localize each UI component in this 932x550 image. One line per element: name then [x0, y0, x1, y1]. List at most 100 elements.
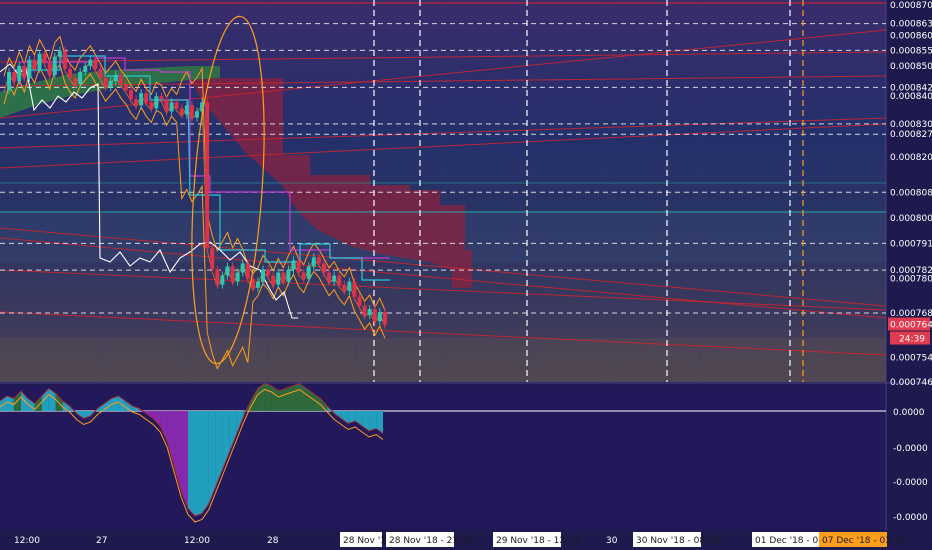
candle[interactable]	[88, 59, 93, 66]
candle[interactable]	[17, 65, 22, 82]
candle[interactable]	[215, 269, 220, 285]
candle[interactable]	[352, 281, 357, 297]
macd-bar	[76, 411, 84, 419]
candle[interactable]	[362, 306, 367, 316]
candle[interactable]	[62, 50, 67, 69]
candle[interactable]	[118, 74, 123, 85]
candle[interactable]	[347, 281, 352, 291]
candle[interactable]	[357, 296, 362, 306]
bollinger-lower	[3, 63, 386, 370]
candle[interactable]	[52, 56, 57, 75]
candle[interactable]	[235, 272, 240, 282]
candle[interactable]	[332, 275, 337, 282]
candle[interactable]	[296, 260, 301, 273]
candle[interactable]	[68, 68, 73, 78]
candle[interactable]	[377, 312, 382, 322]
candle[interactable]	[57, 50, 62, 57]
candle[interactable]	[144, 93, 149, 103]
candle[interactable]	[93, 59, 98, 69]
candle[interactable]	[174, 102, 179, 109]
candle[interactable]	[128, 90, 133, 100]
candle[interactable]	[255, 281, 260, 288]
candle[interactable]	[149, 102, 154, 109]
candle[interactable]	[98, 68, 103, 78]
macd-tick-label: -0.0000	[893, 478, 928, 488]
current-price-label: 0.0007649	[890, 321, 932, 331]
candle[interactable]	[205, 102, 210, 249]
candle[interactable]	[261, 269, 266, 282]
candle[interactable]	[103, 78, 108, 88]
candle[interactable]	[189, 105, 194, 118]
candle[interactable]	[286, 269, 291, 282]
price-tick-label: 0.0008309	[890, 120, 932, 130]
candle[interactable]	[245, 263, 250, 279]
candle[interactable]	[108, 81, 113, 88]
macd-tick-label: -0.0000	[893, 444, 928, 454]
candle[interactable]	[230, 266, 235, 282]
candle[interactable]	[139, 93, 144, 106]
candle[interactable]	[210, 248, 215, 270]
candle[interactable]	[179, 108, 184, 115]
candle[interactable]	[281, 272, 286, 282]
candle[interactable]	[27, 59, 32, 78]
candle[interactable]	[42, 53, 47, 63]
candle[interactable]	[337, 275, 342, 285]
candle[interactable]	[342, 284, 347, 291]
macd-axis-labels: 0.0000 -0.0000 -0.0000 -0.0000	[893, 408, 928, 523]
macd-histogram	[0, 382, 886, 523]
candle[interactable]	[7, 71, 12, 91]
time-marker-badge	[493, 532, 561, 547]
candle[interactable]	[276, 272, 281, 285]
time-tick-label: 27	[96, 536, 107, 546]
candle[interactable]	[159, 96, 164, 100]
candle[interactable]	[37, 53, 42, 69]
candle[interactable]	[220, 275, 225, 285]
candle[interactable]	[316, 257, 321, 264]
candles[interactable]	[7, 46, 387, 329]
candle[interactable]	[123, 84, 128, 91]
macd-bar	[181, 411, 188, 509]
candle[interactable]	[225, 266, 230, 276]
candle[interactable]	[327, 272, 332, 282]
candle[interactable]	[200, 102, 205, 112]
candle[interactable]	[240, 263, 245, 273]
candle[interactable]	[113, 74, 118, 82]
candle[interactable]	[78, 71, 83, 85]
macd-bar	[195, 411, 202, 516]
candle[interactable]	[372, 309, 377, 322]
candle[interactable]	[367, 309, 372, 316]
time-tick-label: 28	[267, 536, 279, 546]
candle[interactable]	[83, 65, 88, 72]
price-tick-label: 0.0007828	[890, 266, 932, 276]
candle[interactable]	[73, 78, 78, 85]
candle[interactable]	[382, 312, 387, 325]
candle[interactable]	[301, 272, 306, 279]
candle[interactable]	[154, 96, 159, 109]
time-tick-label: 12:00	[184, 536, 210, 546]
candle[interactable]	[321, 263, 326, 273]
candle[interactable]	[169, 102, 174, 112]
candle[interactable]	[271, 275, 276, 285]
macd-bar	[48, 388, 56, 411]
bollinger-bands	[3, 35, 386, 370]
macd-bar	[229, 411, 237, 451]
candle[interactable]	[306, 266, 311, 279]
candle[interactable]	[134, 99, 139, 106]
macd-pane-background	[0, 385, 886, 530]
candle[interactable]	[195, 111, 199, 118]
candle[interactable]	[22, 65, 27, 78]
candle[interactable]	[164, 99, 169, 112]
candle[interactable]	[250, 278, 255, 288]
candle[interactable]	[184, 105, 189, 115]
candle[interactable]	[47, 62, 52, 75]
time-marker-label: 07 Dec '18 - 03:30	[822, 536, 906, 546]
candle[interactable]	[266, 269, 271, 276]
macd-bar	[160, 411, 168, 441]
candle[interactable]	[291, 260, 296, 270]
candle[interactable]	[12, 71, 17, 82]
candle[interactable]	[311, 257, 316, 267]
candle[interactable]	[32, 59, 37, 69]
